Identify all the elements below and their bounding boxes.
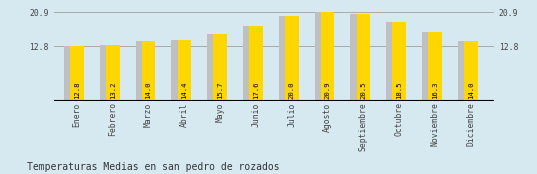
Text: 20.9: 20.9 (324, 82, 331, 99)
Bar (315, 12, 330, 101)
Bar (64, 46, 79, 101)
Text: 14.4: 14.4 (182, 82, 187, 99)
Text: 20.0: 20.0 (289, 82, 295, 99)
Bar (279, 16, 294, 101)
Text: 20.5: 20.5 (360, 82, 366, 99)
Bar (386, 22, 401, 101)
Text: 15.7: 15.7 (217, 82, 223, 99)
Bar (351, 14, 366, 101)
Bar (422, 32, 437, 101)
Bar (393, 22, 406, 101)
Text: 14.0: 14.0 (146, 82, 151, 99)
Bar (207, 34, 222, 101)
Bar (464, 41, 477, 101)
Bar (100, 45, 115, 101)
Bar (357, 14, 370, 101)
Text: 18.5: 18.5 (396, 82, 402, 99)
Bar (428, 32, 442, 101)
Text: 14.0: 14.0 (468, 82, 474, 99)
Bar (178, 40, 191, 101)
Bar (249, 26, 263, 101)
Text: 13.2: 13.2 (110, 82, 116, 99)
Bar (106, 45, 120, 101)
Bar (285, 16, 299, 101)
Bar (70, 46, 84, 101)
Bar (142, 41, 155, 101)
Text: Temperaturas Medias en san pedro de rozados: Temperaturas Medias en san pedro de roza… (27, 162, 279, 172)
Bar (321, 12, 335, 101)
Bar (458, 41, 473, 101)
Bar (243, 26, 258, 101)
Text: 12.8: 12.8 (74, 82, 80, 99)
Text: 17.6: 17.6 (253, 82, 259, 99)
Bar (171, 40, 186, 101)
Bar (213, 34, 227, 101)
Text: 16.3: 16.3 (432, 82, 438, 99)
Bar (136, 41, 151, 101)
